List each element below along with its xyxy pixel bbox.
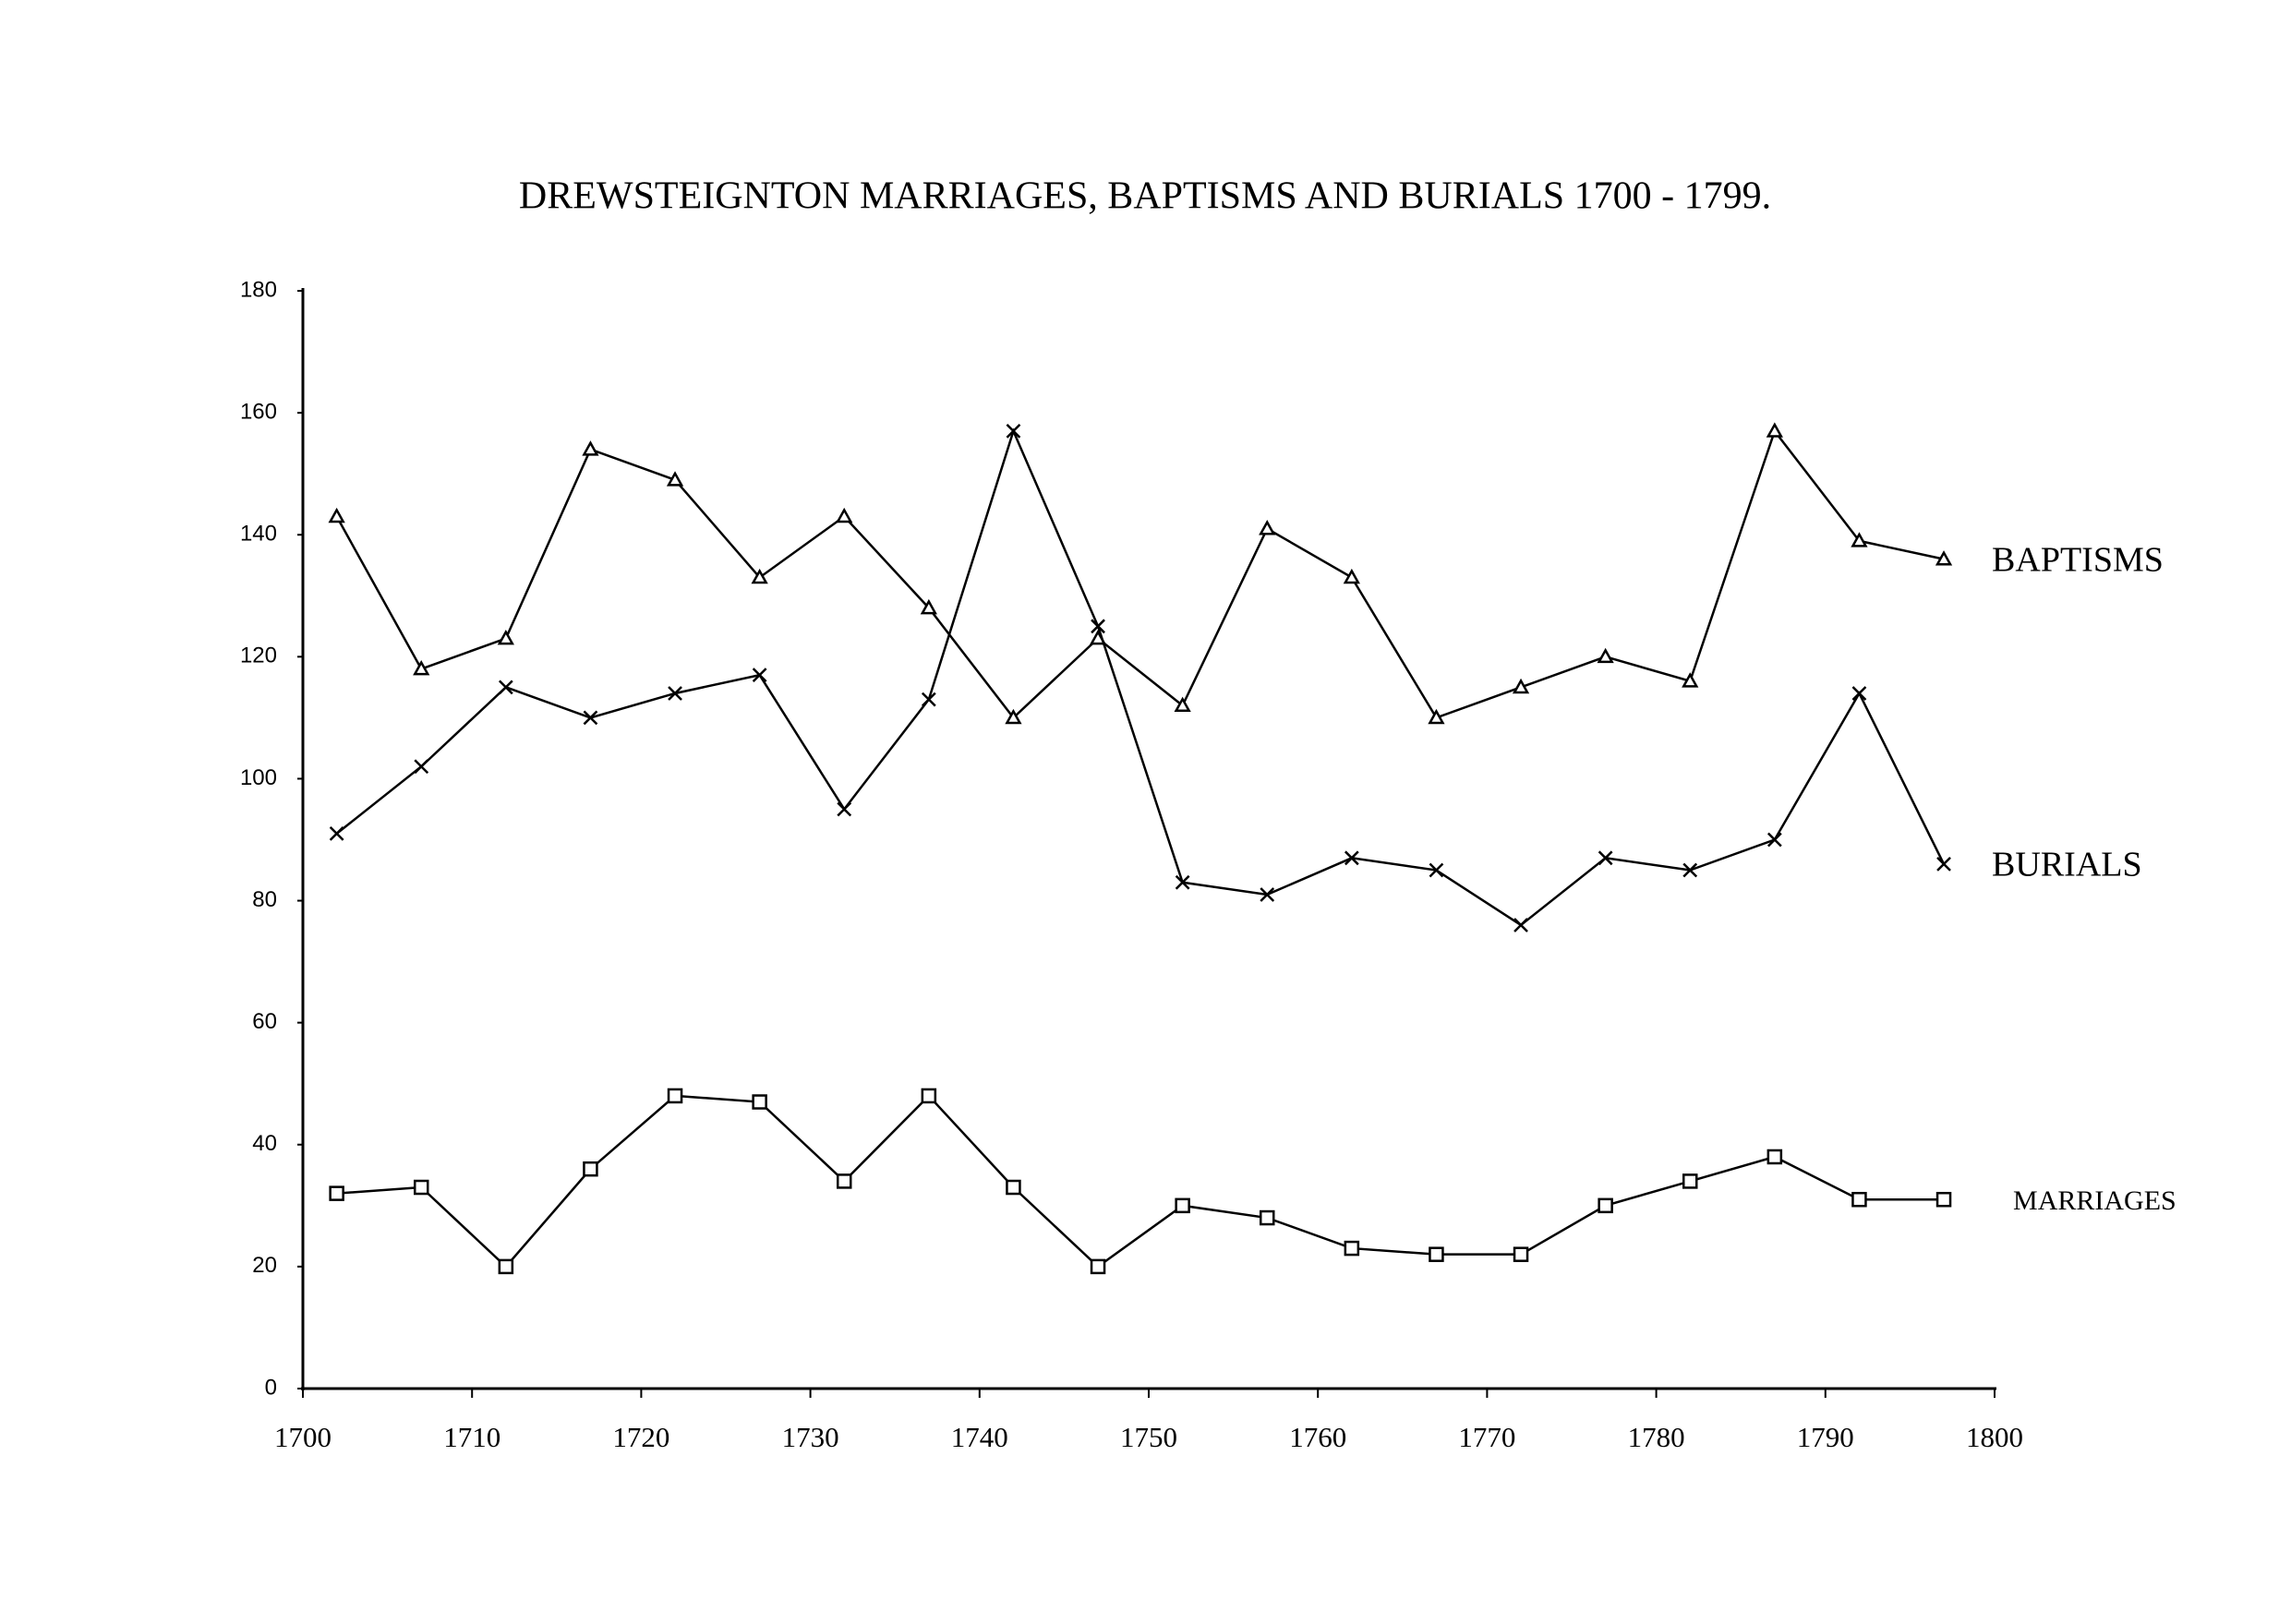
marker-square bbox=[921, 1088, 937, 1104]
marker-cross bbox=[583, 710, 598, 726]
marker-square bbox=[329, 1185, 344, 1201]
marker-cross bbox=[1175, 874, 1190, 890]
marker-square bbox=[1513, 1246, 1529, 1262]
marker-triangle bbox=[1597, 647, 1614, 664]
marker-triangle bbox=[1851, 532, 1868, 547]
x-tick-label: 1800 bbox=[1966, 1421, 2023, 1453]
x-tick-label: 1790 bbox=[1797, 1421, 1854, 1453]
marker-cross bbox=[1936, 857, 1951, 872]
marker-cross bbox=[414, 759, 429, 775]
marker-cross bbox=[1429, 862, 1444, 878]
x-tick-label: 1740 bbox=[951, 1421, 1008, 1453]
marker-triangle bbox=[1935, 550, 1953, 566]
marker-square bbox=[1090, 1258, 1106, 1275]
y-tick-label: 180 bbox=[240, 277, 277, 302]
marker-cross bbox=[921, 692, 936, 707]
marker-triangle bbox=[582, 440, 599, 456]
x-tick-label: 1760 bbox=[1289, 1421, 1346, 1453]
series-label: MARRIAGES bbox=[2013, 1185, 2176, 1216]
marker-square bbox=[1682, 1173, 1698, 1189]
marker-cross bbox=[1260, 887, 1275, 902]
marker-square bbox=[1259, 1209, 1275, 1226]
marker-triangle bbox=[1682, 672, 1699, 688]
marker-square bbox=[1429, 1246, 1444, 1262]
marker-square bbox=[413, 1179, 429, 1196]
marker-triangle bbox=[920, 598, 937, 615]
marker-triangle bbox=[666, 471, 684, 487]
y-tick-label: 20 bbox=[252, 1253, 277, 1278]
x-tick-label: 1720 bbox=[612, 1421, 669, 1453]
series-line bbox=[336, 1094, 1945, 1269]
series-label: BURIALS bbox=[1992, 846, 2142, 884]
marker-triangle bbox=[1005, 708, 1022, 725]
marker-square bbox=[498, 1258, 514, 1275]
marker-square bbox=[1344, 1240, 1360, 1257]
y-tick-label: 80 bbox=[252, 887, 277, 912]
marker-cross bbox=[668, 686, 682, 701]
chart-title: DREWSTEIGNTON MARRIAGES, BAPTISMS AND BU… bbox=[519, 175, 1771, 218]
series-line bbox=[335, 428, 1945, 720]
marker-triangle bbox=[1259, 520, 1276, 535]
x-tick-label: 1770 bbox=[1458, 1421, 1515, 1453]
marker-triangle bbox=[1512, 678, 1530, 694]
x-tick-label: 1730 bbox=[782, 1421, 839, 1453]
marker-cross bbox=[1851, 686, 1867, 701]
marker-triangle bbox=[836, 507, 853, 523]
marker-triangle bbox=[1343, 568, 1360, 584]
y-tick-label: 60 bbox=[252, 1009, 277, 1034]
marker-square bbox=[1175, 1197, 1190, 1214]
y-tick-label: 160 bbox=[240, 399, 277, 424]
marker-square bbox=[752, 1094, 767, 1110]
marker-cross bbox=[1344, 850, 1359, 866]
y-tick-label: 100 bbox=[240, 765, 277, 790]
marker-cross bbox=[1682, 862, 1698, 878]
marker-square bbox=[1766, 1149, 1783, 1165]
y-tick-label: 40 bbox=[252, 1131, 277, 1156]
marker-triangle bbox=[413, 659, 430, 676]
marker-triangle bbox=[1428, 708, 1445, 725]
x-tick-label: 1700 bbox=[274, 1421, 332, 1453]
y-tick-label: 120 bbox=[240, 644, 277, 668]
marker-cross bbox=[329, 826, 344, 841]
x-tick-label: 1750 bbox=[1120, 1421, 1177, 1453]
x-tick-label: 1780 bbox=[1628, 1421, 1685, 1453]
marker-triangle bbox=[497, 629, 514, 645]
marker-triangle bbox=[1766, 422, 1783, 438]
marker-cross bbox=[498, 680, 513, 695]
marker-triangle bbox=[751, 568, 768, 584]
marker-square bbox=[1006, 1179, 1021, 1196]
marker-square bbox=[836, 1173, 852, 1189]
marker-square bbox=[1598, 1197, 1613, 1214]
marker-cross bbox=[1513, 918, 1528, 932]
y-tick-label: 140 bbox=[240, 522, 277, 547]
series-line bbox=[335, 427, 1946, 927]
marker-square bbox=[1935, 1191, 1952, 1208]
series-label: BAPTISMS bbox=[1992, 540, 2164, 579]
marker-triangle bbox=[328, 507, 345, 523]
marker-cross bbox=[752, 668, 767, 683]
marker-square bbox=[667, 1088, 683, 1104]
marker-cross bbox=[1091, 619, 1105, 634]
marker-triangle bbox=[1174, 696, 1191, 713]
marker-square bbox=[1851, 1191, 1867, 1208]
marker-square bbox=[583, 1161, 598, 1177]
marker-cross bbox=[1766, 832, 1782, 848]
marker-cross bbox=[1006, 424, 1021, 439]
marker-cross bbox=[1598, 850, 1613, 866]
marker-cross bbox=[837, 801, 852, 817]
y-tick-label: 0 bbox=[265, 1375, 277, 1400]
x-tick-label: 1710 bbox=[443, 1421, 500, 1453]
